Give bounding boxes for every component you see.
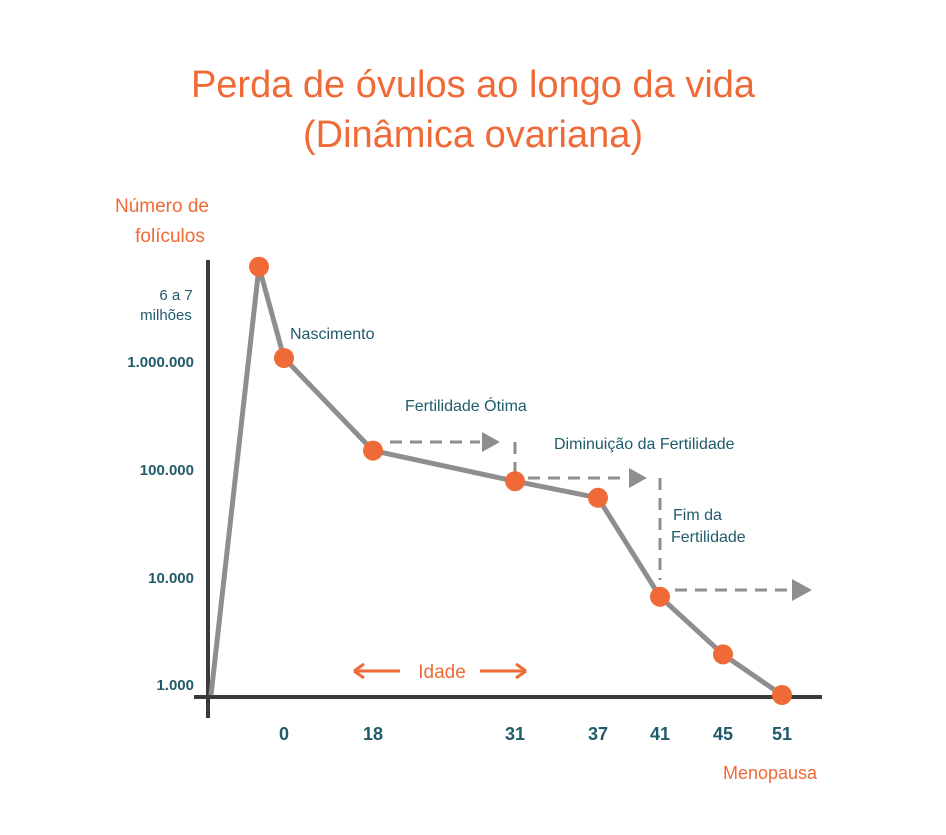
arrow-head-3 [792, 579, 812, 601]
chart-subtitle: (Dinâmica ovariana) [302, 114, 643, 156]
annotation-diminuicao-fertilidade: Diminuição da Fertilidade [554, 436, 735, 453]
chart-title: Perda de óvulos ao longo da vida [190, 64, 756, 106]
data-point-marker [713, 644, 733, 665]
annotation-fim-line2: Fertilidade [671, 529, 746, 546]
y-axis-label-line1: Número de [115, 196, 209, 217]
data-point-marker [772, 685, 792, 705]
data-point-marker [650, 586, 670, 607]
y-tick-label-1000: 1.000 [156, 677, 194, 694]
data-point-marker [588, 487, 608, 508]
data-point-marker [274, 348, 294, 368]
y-tick-label-6a7-line2: milhões [140, 307, 192, 324]
data-point-marker [249, 256, 269, 277]
x-tick-label: 18 [363, 724, 383, 744]
y-tick-label-6a7-line1: 6 a 7 [159, 287, 192, 304]
x-tick-label: 31 [505, 724, 525, 744]
x-tick-label: 41 [650, 724, 670, 744]
x-tick-label: 45 [713, 724, 733, 744]
y-tick-label-100000: 100.000 [140, 462, 194, 479]
y-tick-label-1000000: 1.000.000 [127, 354, 194, 371]
x-tick-label: 51 [772, 724, 792, 744]
y-axis-label-line2: folículos [135, 226, 205, 247]
arrow-head-1 [482, 432, 500, 452]
right-arrow-icon [480, 662, 527, 680]
annotation-fim-line1: Fim da [673, 507, 722, 524]
left-arrow-icon [353, 662, 400, 680]
series-markers [249, 256, 792, 705]
y-tick-label-10000: 10.000 [148, 570, 194, 587]
annotation-nascimento: Nascimento [290, 326, 375, 343]
data-point-marker [505, 471, 525, 492]
age-axis-indicator [353, 662, 527, 680]
annotation-fertilidade-otima: Fertilidade Ótima [405, 396, 527, 415]
x-tick-label: 37 [588, 724, 608, 744]
dashed-arrows [390, 440, 790, 592]
x-tick-labels: 0 18 31 37 41 45 51 [279, 724, 792, 744]
arrow-heads [482, 432, 812, 601]
age-axis-label: Idade [418, 662, 466, 683]
arrow-head-2 [629, 468, 647, 488]
data-point-marker [363, 440, 383, 461]
x-tick-label: 0 [279, 724, 289, 744]
menopause-label: Menopausa [723, 763, 818, 783]
